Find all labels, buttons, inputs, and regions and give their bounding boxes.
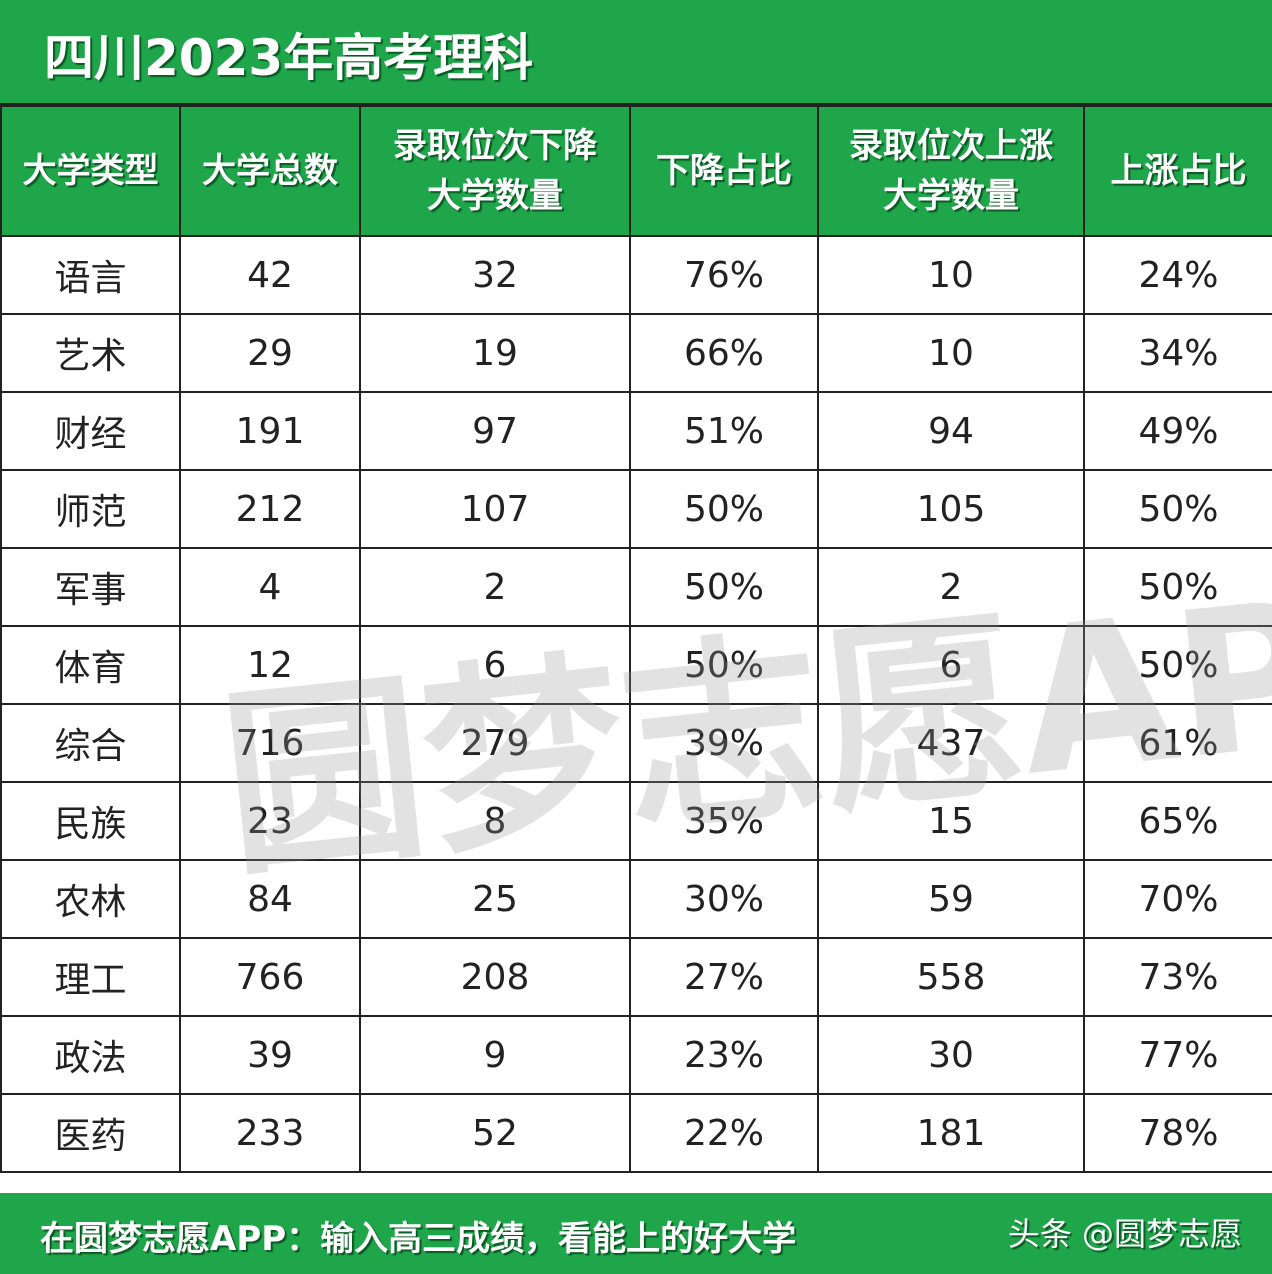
row-label: 综合 [0,703,181,783]
table-cell: 76% [629,235,819,315]
table-cell: 78% [1083,1093,1272,1173]
table-cell: 39% [629,703,819,783]
table-cell: 25 [359,859,631,939]
data-table: 大学类型 大学总数 录取位次下降 大学数量 下降占比 录取位次上涨 大学数量 上涨占比 语… [0,105,1272,1173]
table-cell: 51% [629,391,819,471]
table-cell: 27% [629,937,819,1017]
table-row: 理工 766 208 27% 558 73% [0,937,1272,1017]
table-cell: 50% [629,547,819,627]
table-row: 医药 233 52 22% 181 78% [0,1093,1272,1173]
table-cell: 34% [1083,313,1272,393]
column-header: 下降占比 [629,105,819,237]
table-cell: 6 [817,625,1085,705]
table-cell: 52 [359,1093,631,1173]
header-row: 大学类型 大学总数 录取位次下降 大学数量 下降占比 录取位次上涨 大学数量 上涨占比 [0,105,1272,237]
table-cell: 437 [817,703,1085,783]
column-header: 录取位次下降 大学数量 [359,105,631,237]
row-label: 军事 [0,547,181,627]
table-cell: 8 [359,781,631,861]
table-cell: 23% [629,1015,819,1095]
table-cell: 39 [179,1015,361,1095]
table-cell: 6 [359,625,631,705]
column-header: 大学类型 [0,105,181,237]
table-row: 综合 716 279 39% 437 61% [0,703,1272,783]
table-cell: 30% [629,859,819,939]
table-row: 财经 191 97 51% 94 49% [0,391,1272,471]
row-label: 医药 [0,1093,181,1173]
table-cell: 181 [817,1093,1085,1173]
column-header: 录取位次上涨 大学数量 [817,105,1085,237]
table-cell: 50% [1083,547,1272,627]
title-bar: 四川2023年高考理科 [0,0,1272,105]
table-row: 语言 42 32 76% 10 24% [0,235,1272,315]
table-cell: 23 [179,781,361,861]
table-row: 师范 212 107 50% 105 50% [0,469,1272,549]
table-cell: 191 [179,391,361,471]
table-cell: 77% [1083,1015,1272,1095]
table-cell: 42 [179,235,361,315]
row-label: 师范 [0,469,181,549]
table-cell: 30 [817,1015,1085,1095]
table-cell: 50% [629,625,819,705]
row-label: 理工 [0,937,181,1017]
row-label: 政法 [0,1015,181,1095]
table-cell: 97 [359,391,631,471]
table-cell: 4 [179,547,361,627]
table-cell: 50% [1083,625,1272,705]
table-cell: 61% [1083,703,1272,783]
table-cell: 35% [629,781,819,861]
table-cell: 10 [817,313,1085,393]
table-cell: 50% [1083,469,1272,549]
table-row: 艺术 29 19 66% 10 34% [0,313,1272,393]
table-cell: 50% [629,469,819,549]
row-label: 体育 [0,625,181,705]
table-row: 政法 39 9 23% 30 77% [0,1015,1272,1095]
table-row: 农林 84 25 30% 59 70% [0,859,1272,939]
table-cell: 24% [1083,235,1272,315]
column-header: 上涨占比 [1083,105,1272,237]
table-cell: 22% [629,1093,819,1173]
table-cell: 73% [1083,937,1272,1017]
table-cell: 94 [817,391,1085,471]
table-cell: 558 [817,937,1085,1017]
page-title: 四川2023年高考理科 [44,29,534,87]
footer: 在圆梦志愿APP：输入高三成绩，看能上的好大学 头条 @圆梦志愿 [0,1193,1272,1274]
table-cell: 2 [359,547,631,627]
table-cell: 32 [359,235,631,315]
table-cell: 107 [359,469,631,549]
table-cell: 279 [359,703,631,783]
table-cell: 212 [179,469,361,549]
table-cell: 766 [179,937,361,1017]
table-cell: 19 [359,313,631,393]
table-cell: 29 [179,313,361,393]
table-cell: 2 [817,547,1085,627]
table-cell: 716 [179,703,361,783]
row-label: 艺术 [0,313,181,393]
table-cell: 10 [817,235,1085,315]
footer-slogan: 在圆梦志愿APP：输入高三成绩，看能上的好大学 [40,1219,797,1259]
table-cell: 9 [359,1015,631,1095]
table-cell: 105 [817,469,1085,549]
table-cell: 12 [179,625,361,705]
table-cell: 208 [359,937,631,1017]
row-label: 农林 [0,859,181,939]
table-cell: 59 [817,859,1085,939]
footer-credit: 头条 @圆梦志愿 [1007,1215,1242,1253]
table-cell: 70% [1083,859,1272,939]
row-label: 财经 [0,391,181,471]
table-cell: 66% [629,313,819,393]
table-cell: 49% [1083,391,1272,471]
column-header: 大学总数 [179,105,361,237]
table-row: 体育 12 6 50% 6 50% [0,625,1272,705]
table-row: 军事 4 2 50% 2 50% [0,547,1272,627]
row-label: 语言 [0,235,181,315]
table-cell: 233 [179,1093,361,1173]
table-cell: 84 [179,859,361,939]
row-label: 民族 [0,781,181,861]
table-cell: 15 [817,781,1085,861]
table-cell: 65% [1083,781,1272,861]
table-row: 民族 23 8 35% 15 65% [0,781,1272,861]
